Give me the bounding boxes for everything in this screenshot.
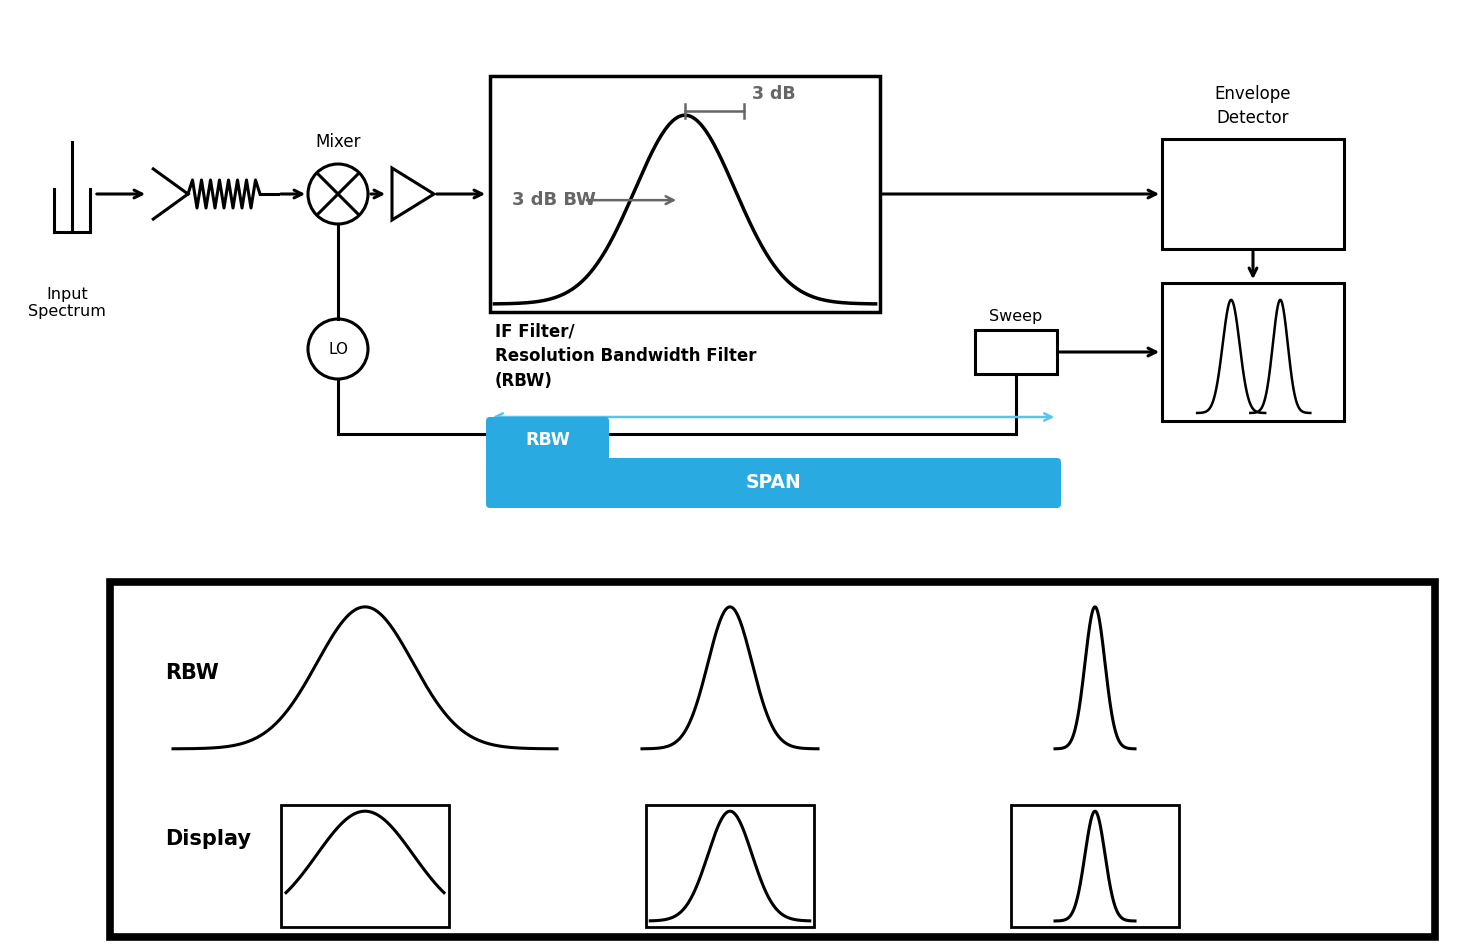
FancyBboxPatch shape [486, 458, 1061, 508]
Text: SPAN: SPAN [746, 474, 801, 493]
Bar [1011, 805, 1179, 927]
Bar [110, 582, 1435, 937]
Text: RBW: RBW [526, 431, 570, 449]
Text: 3 dB: 3 dB [752, 85, 795, 103]
Text: Display: Display [165, 829, 252, 849]
Bar [1161, 139, 1344, 249]
Text: Envelope
Detector: Envelope Detector [1214, 85, 1291, 127]
Text: RBW: RBW [165, 662, 219, 682]
Bar [646, 805, 814, 927]
Text: LO: LO [328, 342, 347, 357]
Bar [1161, 283, 1344, 421]
Text: Input
Spectrum: Input Spectrum [28, 287, 106, 320]
Text: Mixer: Mixer [315, 133, 361, 151]
Text: 3 dB BW: 3 dB BW [512, 191, 596, 209]
Bar [490, 76, 880, 312]
Text: Sweep: Sweep [989, 309, 1042, 324]
FancyBboxPatch shape [486, 417, 609, 463]
Bar [281, 805, 449, 927]
Text: IF Filter/
Resolution Bandwidth Filter
(RBW): IF Filter/ Resolution Bandwidth Filter (… [495, 322, 757, 390]
Bar [974, 330, 1057, 374]
